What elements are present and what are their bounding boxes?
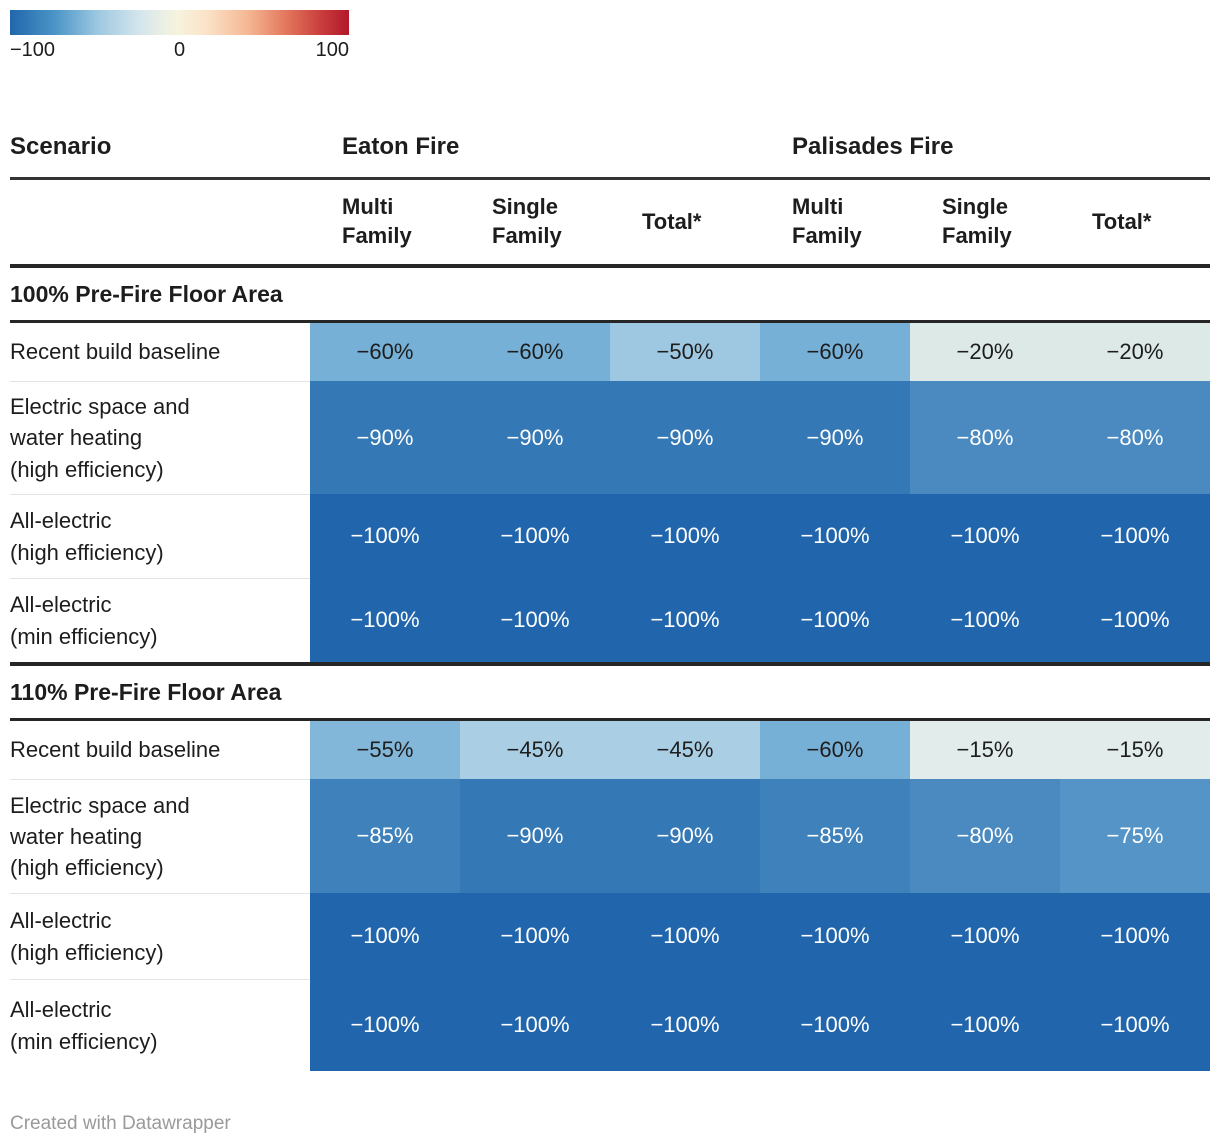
value-cell: −100% [610, 494, 760, 578]
group-header-palisades-fire: Palisades Fire [792, 133, 954, 160]
value-cell: −90% [610, 779, 760, 893]
row-label: Recent build baseline [10, 339, 221, 365]
table-column-header-row: Multi Family Single Family Total* Multi … [10, 180, 1210, 268]
value-cell: −60% [460, 323, 610, 381]
value-cell: −100% [910, 979, 1060, 1071]
value-cell: −100% [760, 494, 910, 578]
row-label: All-electric (high efficiency) [10, 494, 310, 578]
legend-mid-label: 0 [173, 39, 186, 61]
value-cell: −80% [910, 381, 1060, 494]
value-cell: −100% [460, 578, 610, 662]
table-group-header-row: Scenario Eaton Fire Palisades Fire [10, 117, 1210, 180]
datawrapper-credit-link[interactable]: Created with Datawrapper [10, 1113, 231, 1134]
table-row: Recent build baseline −55% −45% −45% −60% −15… [10, 721, 1210, 779]
section-title: 110% Pre-Fire Floor Area [10, 666, 1210, 721]
section-title: 100% Pre-Fire Floor Area [10, 268, 1210, 323]
value-cell: −100% [760, 578, 910, 662]
value-cell: −90% [760, 381, 910, 494]
legend-min-label: −100 [10, 39, 56, 61]
value-cell: −100% [310, 979, 460, 1071]
legend-gradient-bar [10, 10, 349, 35]
column-header-eaton-multi-family: Multi Family [342, 194, 412, 248]
value-cell: −80% [910, 779, 1060, 893]
row-label: Electric space and water heating (high e… [10, 381, 310, 494]
value-cell: −100% [610, 893, 760, 979]
value-cell: −100% [460, 893, 610, 979]
value-cell: −100% [310, 494, 460, 578]
value-cell: −100% [760, 893, 910, 979]
value-cell: −85% [760, 779, 910, 893]
value-cell: −100% [1060, 893, 1210, 979]
table-row: Recent build baseline −60% −60% −50% −60% −20… [10, 323, 1210, 381]
legend-labels: −100 0 100 [10, 39, 349, 67]
value-cell: −100% [1060, 979, 1210, 1071]
value-cell: −90% [310, 381, 460, 494]
value-cell: −60% [760, 323, 910, 381]
value-cell: −100% [1060, 494, 1210, 578]
value-cell: −60% [760, 721, 910, 779]
value-cell: −20% [1060, 323, 1210, 381]
value-cell: −100% [910, 578, 1060, 662]
scenario-column-header: Scenario [10, 133, 112, 160]
value-cell: −90% [610, 381, 760, 494]
column-header-eaton-single-family: Single Family [492, 194, 562, 248]
value-cell: −20% [910, 323, 1060, 381]
value-cell: −100% [310, 893, 460, 979]
value-cell: −90% [460, 779, 610, 893]
value-cell: −90% [460, 381, 610, 494]
row-label: All-electric (high efficiency) [10, 893, 310, 979]
column-header-palisades-single-family: Single Family [942, 194, 1012, 248]
value-cell: −100% [610, 578, 760, 662]
table-row: Electric space and water heating (high e… [10, 381, 1210, 494]
row-label: All-electric (min efficiency) [10, 578, 310, 662]
row-label: Recent build baseline [10, 737, 221, 763]
table-row: All-electric (high efficiency) −100% −100%… [10, 494, 1210, 578]
value-cell: −100% [760, 979, 910, 1071]
section: Recent build baseline −55% −45% −45% −60% −15… [10, 721, 1210, 1071]
legend-max-label: 100 [315, 39, 349, 61]
value-cell: −100% [910, 893, 1060, 979]
section: Recent build baseline −60% −60% −50% −60% −20… [10, 323, 1210, 666]
value-cell: −15% [910, 721, 1060, 779]
column-header-eaton-total: Total* [642, 208, 702, 234]
row-label: Electric space and water heating (high e… [10, 779, 310, 893]
table-row: Electric space and water heating (high e… [10, 779, 1210, 893]
value-cell: −100% [910, 494, 1060, 578]
value-cell: −60% [310, 323, 460, 381]
group-header-eaton-fire: Eaton Fire [342, 133, 460, 160]
value-cell: −80% [1060, 381, 1210, 494]
value-cell: −100% [1060, 578, 1210, 662]
value-cell: −45% [460, 721, 610, 779]
value-cell: −100% [610, 979, 760, 1071]
value-cell: −45% [610, 721, 760, 779]
column-header-palisades-multi-family: Multi Family [792, 194, 862, 248]
table-row: All-electric (min efficiency) −100% −100% −… [10, 979, 1210, 1071]
row-label: All-electric (min efficiency) [10, 979, 310, 1071]
footer: Created with Datawrapper [10, 1113, 1210, 1135]
table-row: All-electric (min efficiency) −100% −100% −… [10, 578, 1210, 662]
value-cell: −55% [310, 721, 460, 779]
value-cell: −100% [460, 494, 610, 578]
column-header-palisades-total: Total* [1092, 208, 1152, 234]
value-cell: −100% [460, 979, 610, 1071]
value-cell: −100% [310, 578, 460, 662]
heatmap-table: Scenario Eaton Fire Palisades Fire Multi… [10, 117, 1210, 1071]
table-row: All-electric (high efficiency) −100% −100%… [10, 893, 1210, 979]
value-cell: −85% [310, 779, 460, 893]
value-cell: −75% [1060, 779, 1210, 893]
value-cell: −15% [1060, 721, 1210, 779]
value-cell: −50% [610, 323, 760, 381]
color-legend: −100 0 100 [10, 10, 349, 67]
table-body: 100% Pre-Fire Floor Area Recent build bas… [10, 268, 1210, 1071]
